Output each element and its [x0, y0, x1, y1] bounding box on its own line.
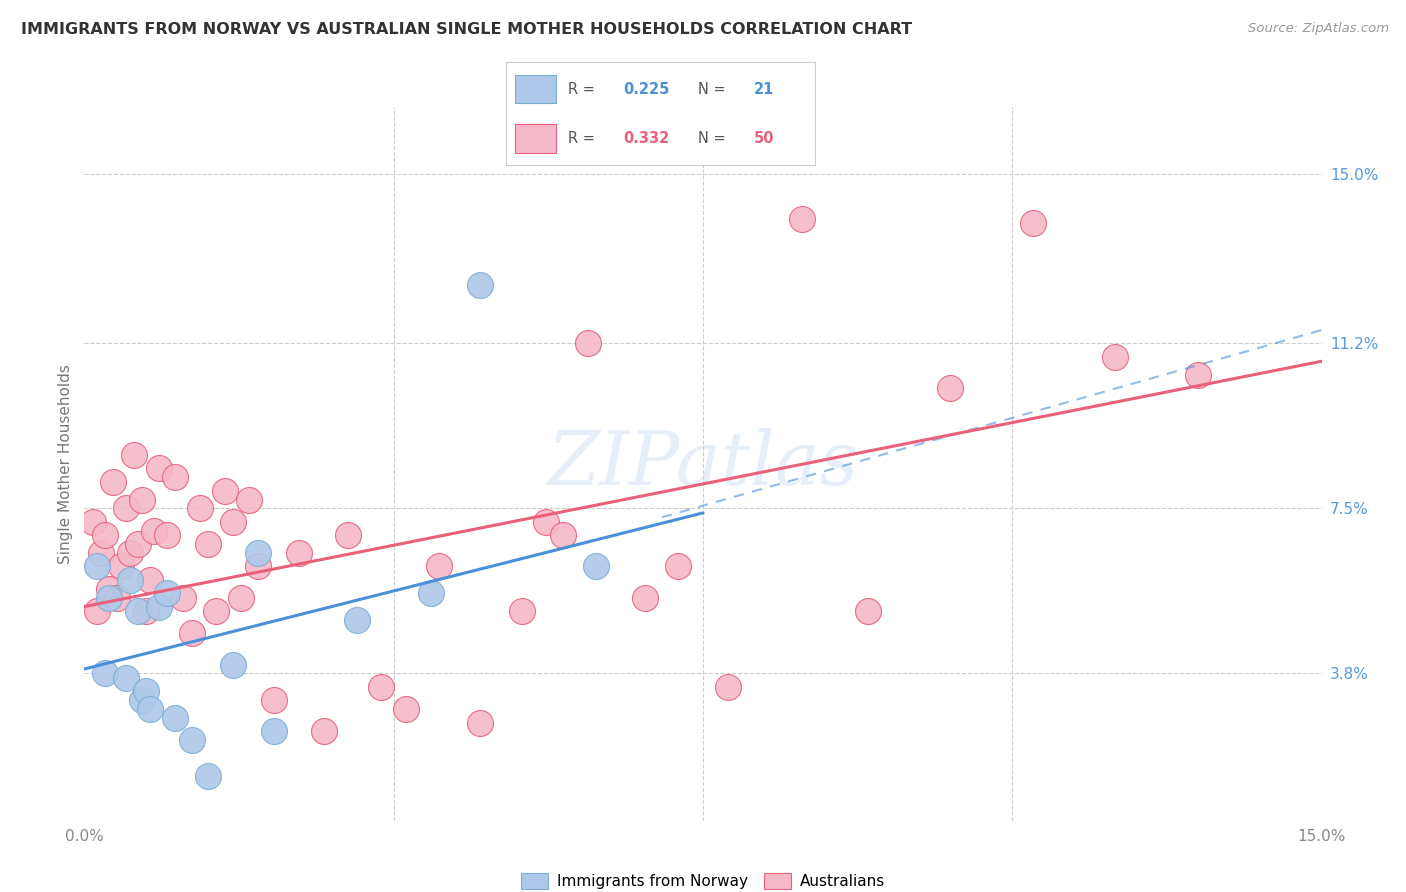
Point: [337, 528, 360, 542]
Point: [156, 528, 179, 542]
Y-axis label: Single Mother Households: Single Mother Households: [58, 364, 73, 564]
Text: R =: R =: [568, 81, 599, 96]
Point: [666, 559, 689, 574]
Point: [288, 546, 311, 560]
Point: [118, 546, 141, 560]
Text: N =: N =: [697, 81, 730, 96]
Text: 0.332: 0.332: [624, 131, 669, 146]
Point: [585, 559, 607, 574]
Point: [122, 448, 145, 462]
Text: 0.225: 0.225: [624, 81, 671, 96]
Point: [165, 470, 187, 484]
Point: [98, 582, 121, 596]
Point: [1022, 216, 1045, 230]
Point: [94, 666, 117, 681]
Text: 21: 21: [754, 81, 773, 96]
Point: [139, 573, 162, 587]
FancyBboxPatch shape: [516, 75, 555, 103]
Point: [246, 546, 269, 560]
Point: [229, 591, 252, 605]
Text: ZIPatlas: ZIPatlas: [547, 427, 859, 500]
Point: [395, 702, 418, 716]
Point: [222, 657, 245, 672]
Point: [634, 591, 657, 605]
Point: [110, 559, 132, 574]
Point: [263, 724, 285, 739]
Point: [148, 599, 170, 614]
Point: [135, 604, 157, 618]
Point: [205, 604, 228, 618]
Point: [370, 680, 392, 694]
Point: [197, 537, 219, 551]
Point: [188, 501, 211, 516]
Text: R =: R =: [568, 131, 599, 146]
Point: [1104, 350, 1126, 364]
Point: [127, 537, 149, 551]
Point: [939, 381, 962, 395]
Point: [214, 483, 236, 498]
Point: [165, 711, 187, 725]
Point: [114, 501, 136, 516]
Text: N =: N =: [697, 131, 730, 146]
Point: [222, 515, 245, 529]
Legend: Immigrants from Norway, Australians: Immigrants from Norway, Australians: [515, 867, 891, 892]
Point: [1187, 368, 1209, 382]
Point: [470, 715, 492, 730]
Point: [114, 671, 136, 685]
Point: [263, 693, 285, 707]
Point: [238, 492, 260, 507]
Point: [131, 492, 153, 507]
Point: [346, 613, 368, 627]
Point: [790, 211, 813, 226]
Point: [135, 684, 157, 698]
Point: [94, 528, 117, 542]
Point: [127, 604, 149, 618]
Point: [148, 461, 170, 475]
Point: [197, 769, 219, 783]
Point: [536, 515, 558, 529]
Point: [172, 591, 194, 605]
Point: [156, 586, 179, 600]
Point: [246, 559, 269, 574]
Point: [510, 604, 533, 618]
Point: [717, 680, 740, 694]
Text: 50: 50: [754, 131, 775, 146]
Point: [180, 626, 202, 640]
Point: [576, 336, 599, 351]
Point: [856, 604, 879, 618]
Point: [551, 528, 574, 542]
Point: [312, 724, 335, 739]
Text: IMMIGRANTS FROM NORWAY VS AUSTRALIAN SINGLE MOTHER HOUSEHOLDS CORRELATION CHART: IMMIGRANTS FROM NORWAY VS AUSTRALIAN SIN…: [21, 22, 912, 37]
Point: [180, 733, 202, 747]
Point: [139, 702, 162, 716]
Point: [90, 546, 112, 560]
Point: [419, 586, 441, 600]
Text: Source: ZipAtlas.com: Source: ZipAtlas.com: [1249, 22, 1389, 36]
Point: [131, 693, 153, 707]
Point: [86, 559, 108, 574]
FancyBboxPatch shape: [516, 124, 555, 153]
Point: [105, 591, 128, 605]
Point: [98, 591, 121, 605]
Point: [143, 524, 166, 538]
Point: [103, 475, 125, 489]
Point: [470, 278, 492, 293]
Point: [118, 573, 141, 587]
Point: [82, 515, 104, 529]
Point: [427, 559, 450, 574]
Point: [86, 604, 108, 618]
